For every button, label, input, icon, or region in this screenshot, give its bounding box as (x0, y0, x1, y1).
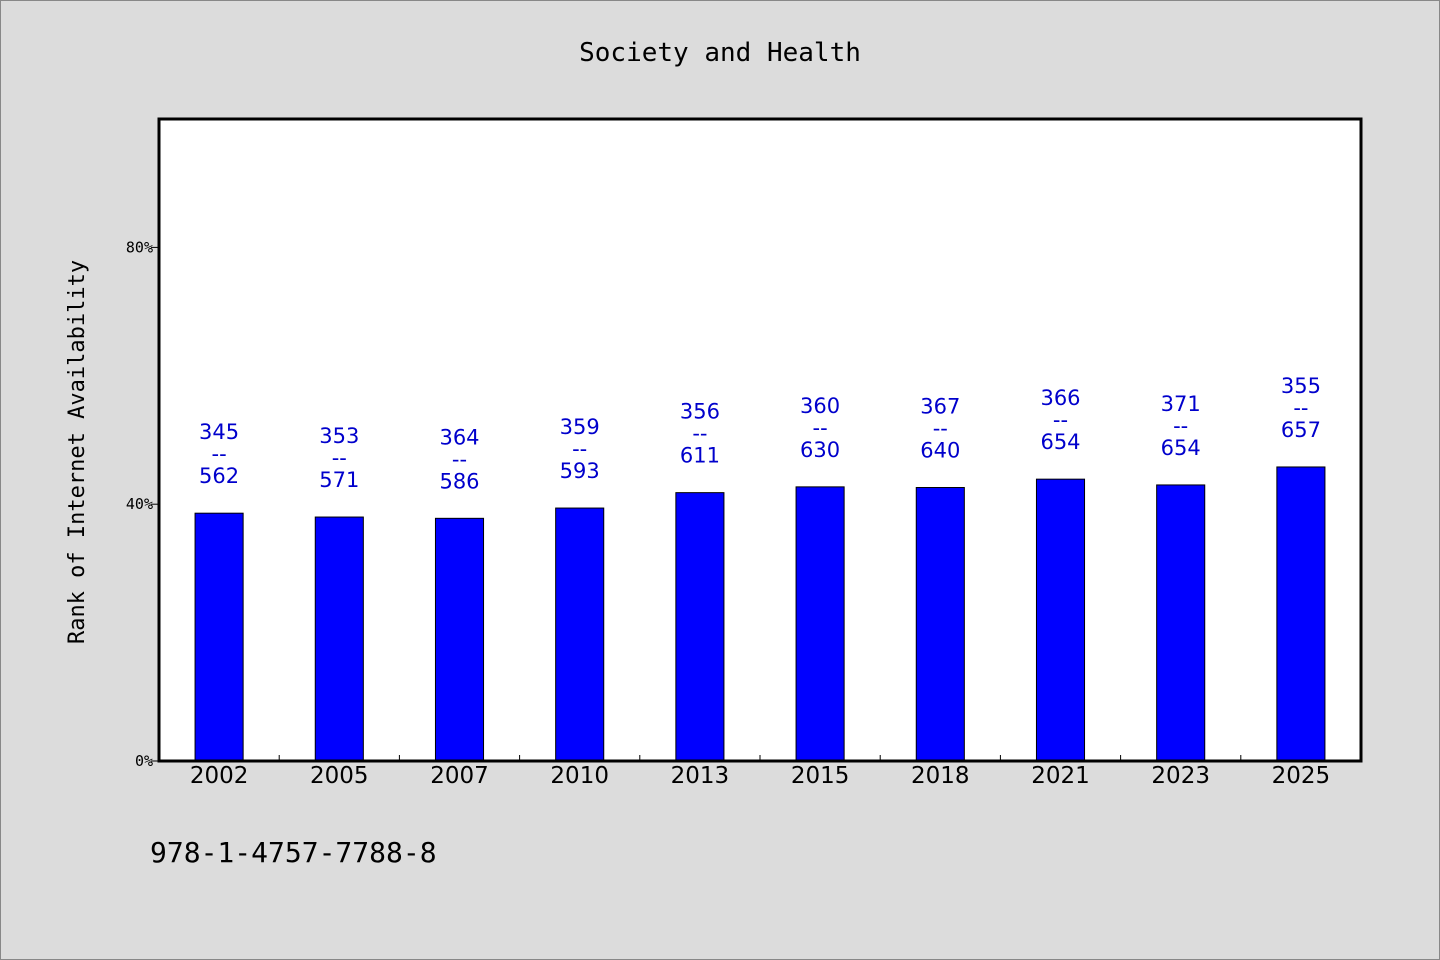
bar-2018 (915, 487, 965, 762)
data-label-2010-1: -- (572, 437, 587, 461)
data-label-2005-0: 353 (319, 424, 359, 448)
bars (194, 466, 1326, 762)
x-tick-label-2005: 2005 (310, 763, 369, 789)
x-axis: 2002 2005 2007 2010 2013 2015 2018 2021 2023 2025 (190, 755, 1330, 789)
data-label-2015-1: -- (813, 416, 828, 440)
chart-title: Society and Health (579, 38, 861, 68)
bar-2021 (1035, 478, 1086, 762)
data-label-2002-1: -- (212, 442, 227, 466)
data-label-2021-1: -- (1053, 408, 1068, 432)
bar-2013 (675, 492, 725, 762)
data-label-2021-2: 654 (1040, 430, 1080, 454)
x-tick-label-2007: 2007 (430, 763, 489, 789)
data-label-2025-2: 657 (1281, 418, 1321, 442)
bar-2023 (1156, 484, 1206, 762)
data-label-2007-0: 364 (439, 425, 479, 449)
bar-2010 (555, 507, 605, 762)
bar-2007 (434, 517, 485, 762)
x-tick-label-2021: 2021 (1031, 763, 1090, 789)
data-label-2023-0: 371 (1161, 392, 1201, 416)
data-label-2015-0: 360 (800, 394, 840, 418)
y-tick-label-0: 0% (135, 752, 153, 770)
x-tick-label-2018: 2018 (911, 763, 970, 789)
data-label-2015-2: 630 (800, 438, 840, 462)
data-label-2005-2: 571 (319, 468, 359, 492)
data-label-2018-0: 367 (920, 395, 960, 419)
x-tick-label-2013: 2013 (671, 763, 730, 789)
data-label-2007-1: -- (452, 447, 467, 471)
data-label-2023-1: -- (1173, 414, 1188, 438)
data-label-2010-2: 593 (560, 459, 600, 483)
data-label-2005-1: -- (332, 446, 347, 470)
data-label-2013-1: -- (692, 422, 707, 446)
data-label-2025-0: 355 (1281, 374, 1321, 398)
bar-2005 (314, 516, 364, 762)
y-axis-label: Rank of Internet Availability (65, 260, 90, 644)
y-tick-label-2: 80% (126, 238, 153, 256)
data-label-2007-2: 586 (439, 469, 479, 493)
data-label-2025-1: -- (1293, 396, 1308, 420)
data-label-2013-0: 356 (680, 400, 720, 424)
footer-isbn: 978-1-4757-7788-8 (150, 836, 437, 869)
data-label-2002-0: 345 (199, 420, 239, 444)
x-tick-label-2002: 2002 (190, 763, 249, 789)
x-tick-label-2023: 2023 (1151, 763, 1210, 789)
y-tick-label-1: 40% (126, 495, 153, 513)
data-label-2018-2: 640 (920, 439, 960, 463)
data-labels: 345--562353--571364--586359--593356--611… (199, 374, 1321, 493)
bar-2002 (194, 512, 244, 762)
x-tick-label-2025: 2025 (1272, 763, 1331, 789)
data-label-2002-2: 562 (199, 464, 239, 488)
data-label-2023-2: 654 (1161, 436, 1201, 460)
x-tick-label-2015: 2015 (791, 763, 850, 789)
data-label-2013-2: 611 (680, 444, 720, 468)
data-label-2010-0: 359 (560, 415, 600, 439)
plot-frame (157, 117, 1363, 763)
bar-2025 (1276, 466, 1326, 762)
x-tick-label-2010: 2010 (550, 763, 609, 789)
y-axis: 0% 40% 80% (126, 238, 159, 770)
data-label-2021-0: 366 (1040, 386, 1080, 410)
data-label-2018-1: -- (933, 417, 948, 441)
bar-2015 (795, 486, 845, 762)
